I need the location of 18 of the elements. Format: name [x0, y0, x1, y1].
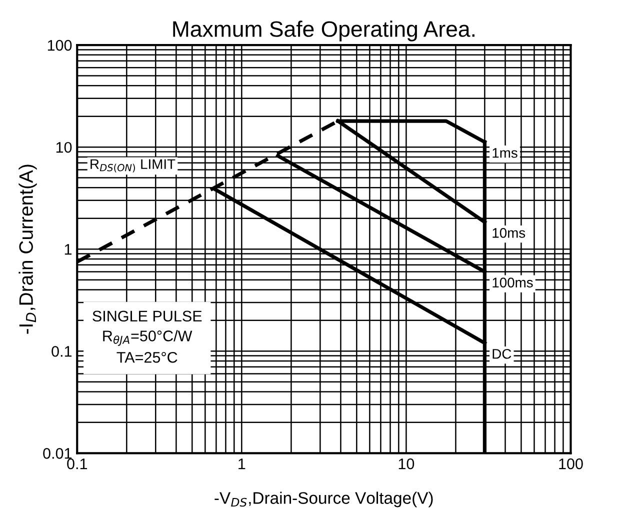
- x-tick-label: 100: [559, 458, 583, 470]
- x-axis-title: -V$_{DS}$,Drain-Source Voltage(V): [214, 492, 433, 508]
- y-tick-label: 0.01: [43, 448, 72, 459]
- x-tick-label: 10: [398, 458, 414, 470]
- y-axis-title: -I$_{D}$,Drain Current(A): [18, 164, 37, 334]
- x-tick-label: 1: [238, 458, 246, 470]
- annotation: R$_{DS(ON)}$ LIMIT: [90, 159, 176, 172]
- y-tick-label: 0.1: [52, 346, 72, 357]
- series-label: 10ms: [492, 228, 526, 238]
- y-tick-label: 100: [48, 40, 72, 51]
- y-tick-label: 1: [64, 244, 72, 255]
- series-label: 1ms: [492, 148, 518, 158]
- series-label: 100ms: [492, 278, 533, 288]
- chart-title: Maxmum Safe Operating Area.: [173, 20, 474, 42]
- x-tick-label: 0.1: [67, 458, 87, 470]
- annotation: SINGLE PULSE R$_{θJA}$=50°C/W TA=25°C: [92, 310, 202, 363]
- y-tick-label: 10: [56, 142, 72, 153]
- series-label: DC: [492, 348, 512, 359]
